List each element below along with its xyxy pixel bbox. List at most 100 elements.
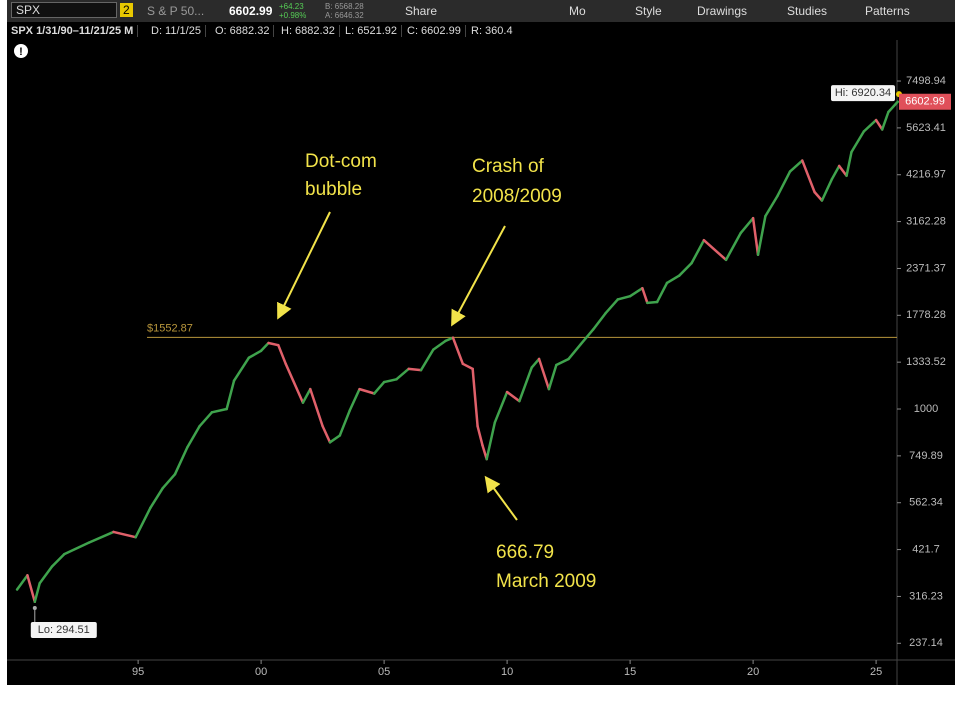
symbol-box[interactable]: SPX [11,2,117,18]
price-segment [419,348,435,372]
price-segment [678,261,693,277]
price-segment [395,367,410,381]
last-price-label: 6602.99 [905,96,945,108]
annotation: 666.79 [496,542,554,563]
price-segment [267,341,280,347]
info-close: C: 6602.99 [407,25,466,37]
price-segment [26,574,37,604]
price-segment [149,486,164,510]
x-tick-label: 05 [378,666,390,678]
price-segment [87,530,115,544]
price-segment [820,178,834,202]
price-segment [555,357,570,367]
annotation: March 2009 [496,571,596,592]
price-segment [845,150,853,178]
style-button[interactable]: Style [635,4,662,18]
info-open: O: 6882.32 [215,25,275,37]
price-segment [579,328,595,346]
price-segment [690,238,706,265]
price-segment [112,530,137,539]
annotation: Dot-com [305,151,377,172]
price-segment [756,214,767,256]
price-segment [373,380,386,395]
price-segment [655,281,669,304]
studies-button[interactable]: Studies [787,4,828,18]
y-tick-label: 237.14 [909,637,943,649]
info-range: SPX 1/31/90–11/21/25 M [11,25,139,37]
info-high: H: 6882.32 [281,25,340,37]
price-segment [776,170,792,197]
bid: B: 6568.28 [325,2,364,11]
price-segment [862,118,878,133]
price-segment [451,336,465,366]
y-tick-label: 562.34 [909,497,943,509]
reference-label: $1552.87 [147,322,193,334]
link-badge[interactable]: 2 [120,3,133,17]
price-segment [646,300,659,305]
x-tick-label: 10 [501,666,513,678]
y-tick-label: 7498.94 [906,75,946,87]
price-segment [284,362,305,404]
period-button[interactable]: Mo [569,4,586,18]
price-segment [328,434,342,444]
x-tick-label: 15 [624,666,636,678]
price-segment [476,424,484,447]
alert-icon[interactable] [14,44,28,58]
price-segment [505,390,521,403]
price-segment [604,298,620,315]
x-tick-label: 20 [747,666,759,678]
alert-icon-mark: ! [19,46,23,58]
arrow [484,475,518,521]
price-segment [567,342,583,361]
plot-area [7,40,897,660]
x-tick-label: 25 [870,666,882,678]
low-label: Lo: 294.51 [38,624,90,636]
share-button[interactable]: Share [405,4,438,18]
app: $1552.87 Dot-com bubble Crash of 2008/200… [7,0,955,685]
price-segment [665,274,681,285]
info-range-value: R: 360.4 [471,25,513,37]
price-segment [161,472,177,490]
info-bar: SPX 1/31/90–11/21/25 M D: 11/1/25 O: 688… [7,22,955,40]
info-low: L: 6521.92 [345,25,402,37]
price-segment [547,363,558,391]
price-segment [15,574,29,591]
price-segment [358,387,376,395]
ask: A: 6646.32 [325,11,364,20]
price-segment [764,194,779,218]
y-tick-label: 749.89 [909,450,943,462]
price-segment [277,343,287,366]
price-segment [247,349,263,360]
low-marker [32,606,37,611]
price-segment [739,216,755,235]
price-segment [348,387,361,412]
price-segment [134,506,152,539]
price-segment [225,379,236,411]
price-segment [751,216,760,256]
y-tick-label: 1333.52 [906,356,946,368]
arrow [451,225,506,327]
toolbar: SPX 2 S & P 50... 6602.99 +64.23 +0.98% … [7,0,955,22]
price-segment [724,231,743,262]
price-segment [63,541,91,556]
price-segment [173,446,189,476]
y-tick-label: 1000 [914,403,938,415]
y-tick-label: 1778.28 [906,309,946,321]
price-segment [591,312,607,331]
patterns-button[interactable]: Patterns [865,4,910,18]
price-segment [382,378,398,384]
price-segment [407,367,423,372]
price-segment [616,294,632,301]
price-segment [444,336,455,343]
low-label-box [30,622,97,639]
price-segment [537,357,551,391]
price-segment [321,424,332,444]
drawings-button[interactable]: Drawings [697,4,748,18]
price-segment [50,552,66,568]
price-segment [813,190,824,202]
price-segment [850,130,866,154]
y-tick-label: 3162.28 [906,216,946,228]
price-segment [432,339,447,351]
price-segment [788,159,804,173]
price-segment [38,565,54,585]
